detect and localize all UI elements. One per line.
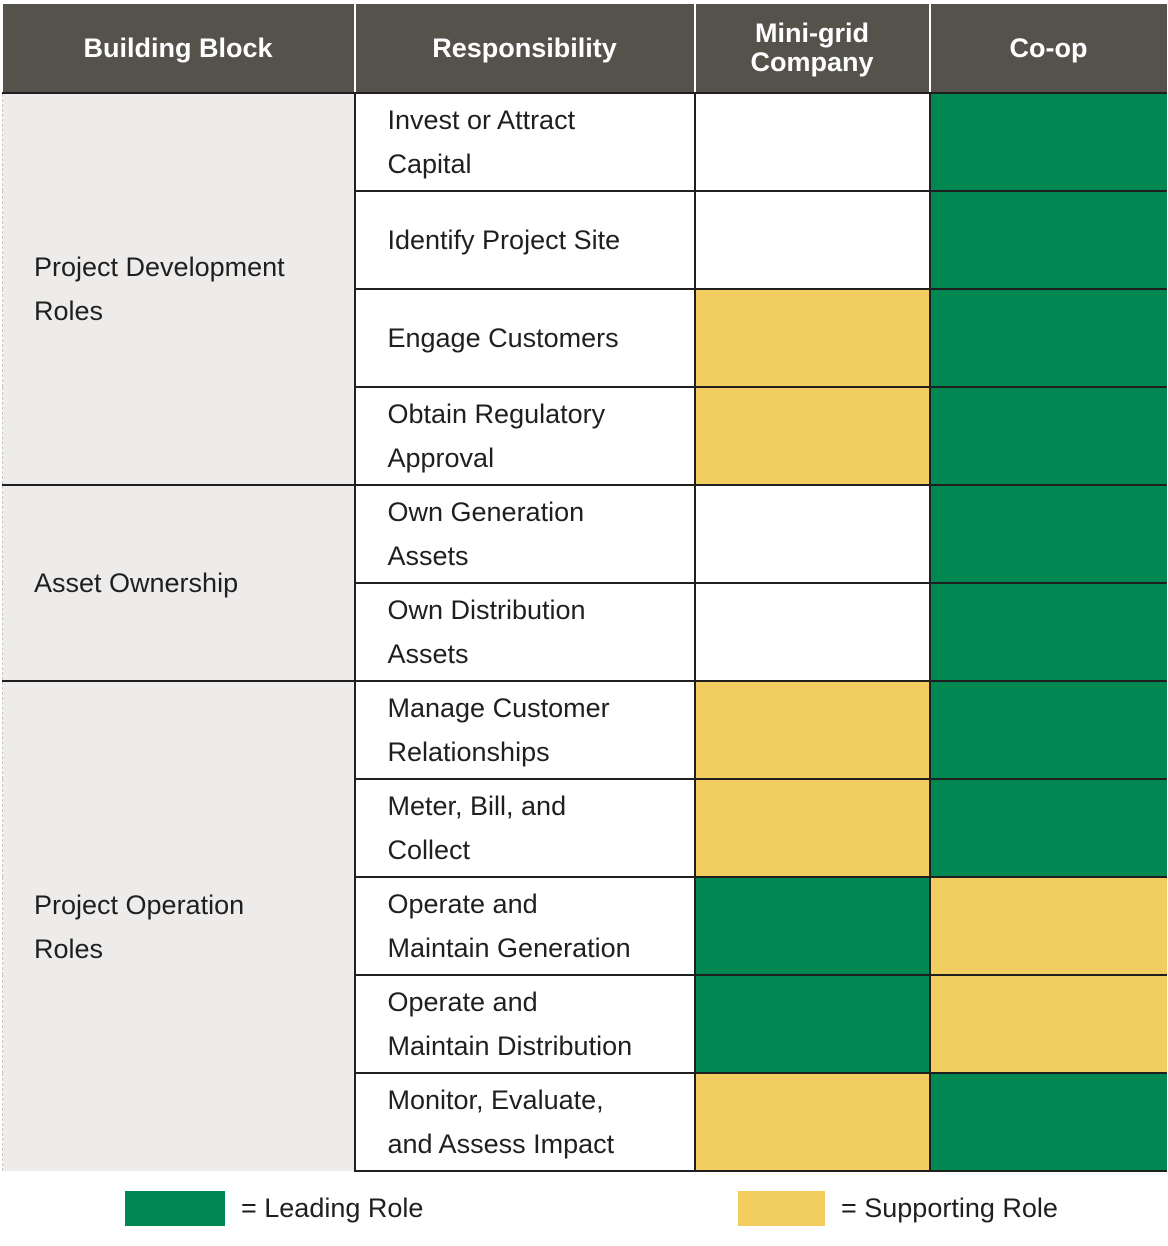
minigrid-role-cell xyxy=(693,92,930,191)
minigrid-role-cell xyxy=(693,484,930,583)
header-minigrid-company: Mini-grid Company xyxy=(693,4,930,93)
header-responsibility: Responsibility xyxy=(353,4,695,93)
minigrid-role-cell xyxy=(693,288,930,387)
minigrid-role-cell xyxy=(693,974,930,1073)
responsibility-cell: Manage Customer Relationships xyxy=(353,680,695,779)
legend-supporting: = Supporting Role xyxy=(738,1191,1058,1226)
building-block-project-development: Project Development Roles xyxy=(2,92,355,485)
responsibility-matrix: Building Block Responsibility Mini-grid C… xyxy=(2,4,1167,1172)
responsibility-cell: Own Distribution Assets xyxy=(353,582,695,681)
table-row: Operate and Maintain Distribution xyxy=(3,974,1167,1073)
responsibility-cell: Invest or Attract Capital xyxy=(353,92,695,191)
table-row: Engage Customers xyxy=(3,288,1167,387)
coop-role-cell xyxy=(928,582,1167,681)
responsibility-cell: Own Generation Assets xyxy=(353,484,695,583)
minigrid-role-cell xyxy=(693,876,930,975)
header-building-block: Building Block xyxy=(2,4,355,93)
responsibility-cell: Engage Customers xyxy=(353,288,695,387)
responsibility-cell: Monitor, Evaluate, and Assess Impact xyxy=(353,1072,695,1172)
coop-role-cell xyxy=(928,974,1167,1073)
header-row: Building Block Responsibility Mini-grid C… xyxy=(2,4,1167,93)
legend-leading: = Leading Role xyxy=(125,1191,423,1226)
table-row: Monitor, Evaluate, and Assess Impact xyxy=(3,1072,1167,1172)
table-row: Identify Project Site xyxy=(3,190,1167,289)
building-block-project-operation: Project Operation Roles xyxy=(2,680,355,1171)
table-row: Own Distribution Assets xyxy=(3,582,1167,681)
coop-role-cell xyxy=(928,876,1167,975)
responsibility-cell: Identify Project Site xyxy=(353,190,695,289)
table-row: Asset Ownership Own Generation Assets xyxy=(2,484,1167,681)
header-divider xyxy=(2,92,1166,94)
responsibility-cell: Operate and Maintain Generation xyxy=(353,876,695,975)
building-block-asset-ownership: Asset Ownership xyxy=(2,484,355,681)
minigrid-role-cell xyxy=(693,190,930,289)
responsibility-cell: Obtain Regulatory Approval xyxy=(353,386,695,485)
table-row: Meter, Bill, and Collect xyxy=(3,778,1167,877)
table-row: Obtain Regulatory Approval xyxy=(3,386,1167,485)
coop-role-cell xyxy=(928,386,1167,485)
coop-role-cell xyxy=(928,92,1167,191)
supporting-role-swatch xyxy=(738,1191,825,1226)
table-row: Project Development Roles Invest or Attra… xyxy=(2,92,1167,485)
table-row: Project Operation Roles Manage Customer Re… xyxy=(2,680,1167,1171)
header-coop: Co-op xyxy=(928,4,1167,93)
table-row: Operate and Maintain Generation xyxy=(3,876,1167,975)
coop-role-cell xyxy=(928,288,1167,387)
legend-leading-label: = Leading Role xyxy=(241,1193,424,1223)
coop-role-cell xyxy=(928,484,1167,583)
legend-supporting-label: = Supporting Role xyxy=(841,1193,1058,1223)
responsibility-cell: Meter, Bill, and Collect xyxy=(353,778,695,877)
minigrid-role-cell xyxy=(693,582,930,681)
coop-role-cell xyxy=(928,1072,1167,1172)
minigrid-role-cell xyxy=(693,680,930,779)
minigrid-role-cell xyxy=(693,1072,930,1172)
responsibility-cell: Operate and Maintain Distribution xyxy=(353,974,695,1073)
minigrid-role-cell xyxy=(693,386,930,485)
minigrid-role-cell xyxy=(693,778,930,877)
coop-role-cell xyxy=(928,778,1167,877)
leading-role-swatch xyxy=(125,1191,225,1226)
coop-role-cell xyxy=(928,190,1167,289)
coop-role-cell xyxy=(928,680,1167,779)
